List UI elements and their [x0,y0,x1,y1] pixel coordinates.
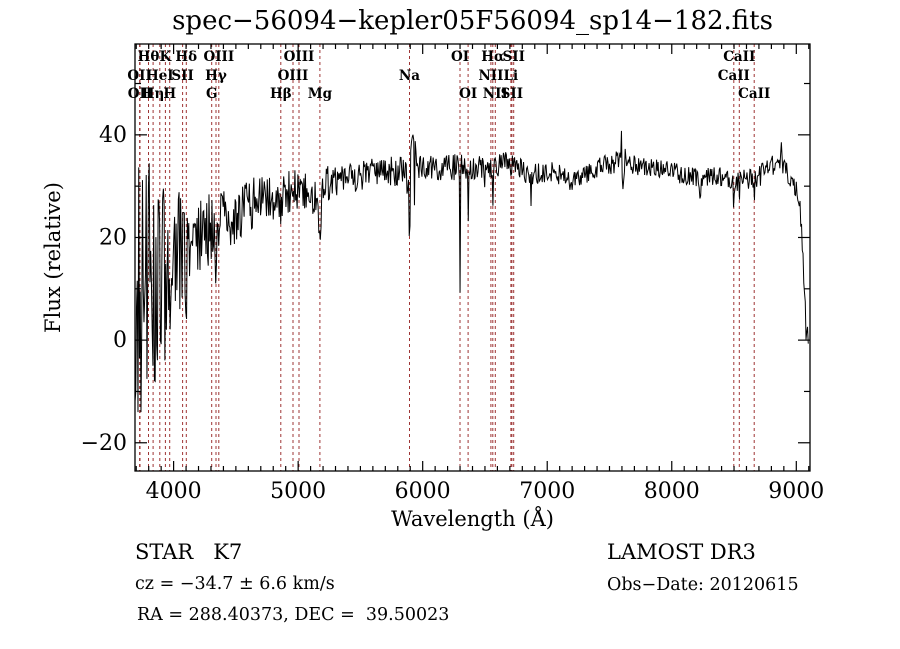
spectral-line-label: NII [483,86,508,102]
spectral-line-label: SII [501,86,523,102]
y-tick-label: 0 [113,328,127,353]
spectrum-trace [134,130,809,413]
spectral-line-label: OI [451,49,469,65]
y-tick-label: 20 [99,225,127,250]
spectral-line-label: OIII [284,49,315,65]
x-tick-label: 7000 [519,479,575,504]
spectral-line-label: Mg [308,86,333,102]
spectral-line-label: CaII [718,68,750,84]
cz-text: cz = −34.7 ± 6.6 km/s [135,574,335,594]
y-tick-label: 40 [99,123,127,148]
x-tick-label: 9000 [768,479,824,504]
spectral-line-label: CaII [738,86,770,102]
spectral-line-label: OI [459,86,477,102]
spectral-line-label: OIII [203,49,234,65]
x-tick-label: 8000 [644,479,700,504]
spectral-line-label: H [163,86,176,102]
spectral-line-label: Hδ [175,49,197,65]
spectral-line-label: Hθ [138,49,160,65]
spectral-line-label: Hγ [205,68,227,84]
x-axis-label: Wavelength (Å) [391,506,554,531]
x-tick-label: 6000 [395,479,451,504]
spectral-line-label: CaII [723,49,755,65]
x-tick-label: 4000 [146,479,202,504]
spectral-line-label: Li [504,68,519,84]
survey-text: LAMOST DR3 [607,540,756,564]
spectral-line-label: HeI [146,68,174,84]
spectral-line-label: K [160,49,173,65]
spectral-line-label: Hη [142,86,165,102]
ra-dec-text: RA = 288.40373, DEC = 39.50023 [137,605,450,625]
classification-text: STAR K7 [135,540,243,564]
spectral-line-label: OIII [278,68,309,84]
spectral-line-label: OII [128,86,152,102]
spectral-line-label: Hα [481,49,505,65]
y-axis-label: Flux (relative) [41,182,65,333]
spectral-line-label: NII [478,68,503,84]
x-tick-label: 5000 [270,479,326,504]
spectral-line-label: SII [171,68,193,84]
spectral-line-label: Hβ [270,86,292,102]
spectral-line-label: OII [127,68,151,84]
obs-date-text: Obs−Date: 20120615 [607,575,799,595]
plot-frame [134,43,811,472]
spectral-line-label: SII [503,49,525,65]
y-tick-label: −20 [81,431,127,456]
plot-title: spec−56094−kepler05F56094_sp14−182.fits [172,6,773,36]
spectral-line-label: G [206,86,218,102]
spectral-line-label: Na [399,68,420,84]
